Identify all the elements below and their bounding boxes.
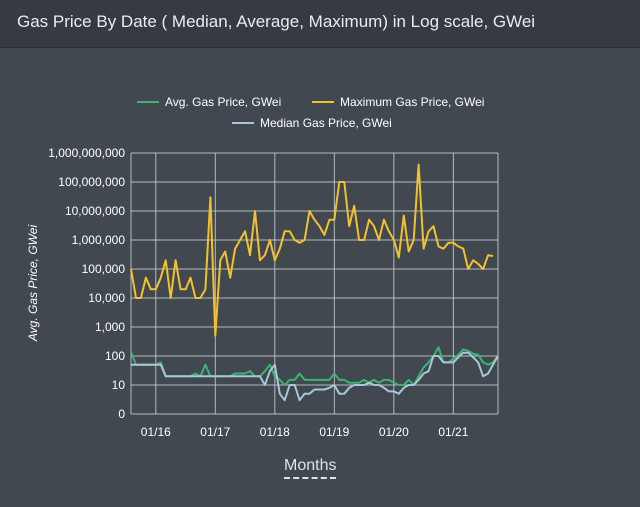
series-line-2 — [130, 163, 494, 337]
y-tick-label: 1,000 — [95, 320, 125, 334]
chart-title: Gas Price By Date ( Median, Average, Max… — [17, 12, 536, 31]
x-tick-label: 01/16 — [141, 425, 171, 439]
legend: Avg. Gas Price, GWei Maximum Gas Price, G… — [137, 95, 484, 130]
legend-label-2: Maximum Gas Price, GWei — [340, 95, 484, 109]
y-tick-label: 100,000,000 — [58, 175, 125, 189]
y-tick-label: 100 — [105, 349, 125, 363]
y-tick-label: 100,000 — [82, 262, 126, 276]
x-tick-label: 01/17 — [200, 425, 230, 439]
y-tick-label: 10,000 — [88, 291, 125, 305]
y-tick-label: 1,000,000 — [72, 233, 126, 247]
legend-label-3: Median Gas Price, GWei — [260, 116, 392, 130]
x-tick-label: 01/18 — [260, 425, 290, 439]
x-tick-label: 01/19 — [319, 425, 349, 439]
series-line-1 — [130, 346, 499, 386]
y-tick-label: 10,000,000 — [65, 204, 125, 218]
x-tick-label: 01/20 — [379, 425, 409, 439]
legend-label-1: Avg. Gas Price, GWei — [165, 95, 281, 109]
y-tick-label: 1,000,000,000 — [48, 146, 125, 160]
chart-header: Gas Price By Date ( Median, Average, Max… — [0, 0, 640, 48]
y-axis-label: Avg. Gas Price, GWei — [26, 225, 40, 343]
y-tick-label: 0 — [118, 407, 125, 421]
x-axis-ticks: 01/16 01/17 01/18 01/19 01/20 01/21 — [141, 425, 469, 439]
series-lines — [130, 163, 499, 402]
x-axis-label[interactable]: Months — [284, 456, 337, 479]
x-tick-label: 01/21 — [438, 425, 468, 439]
y-axis-ticks: 1,000,000,000 100,000,000 10,000,000 1,000,… — [48, 146, 125, 421]
y-tick-label: 10 — [112, 378, 126, 392]
series-line-3 — [131, 351, 499, 402]
grid — [130, 152, 499, 415]
